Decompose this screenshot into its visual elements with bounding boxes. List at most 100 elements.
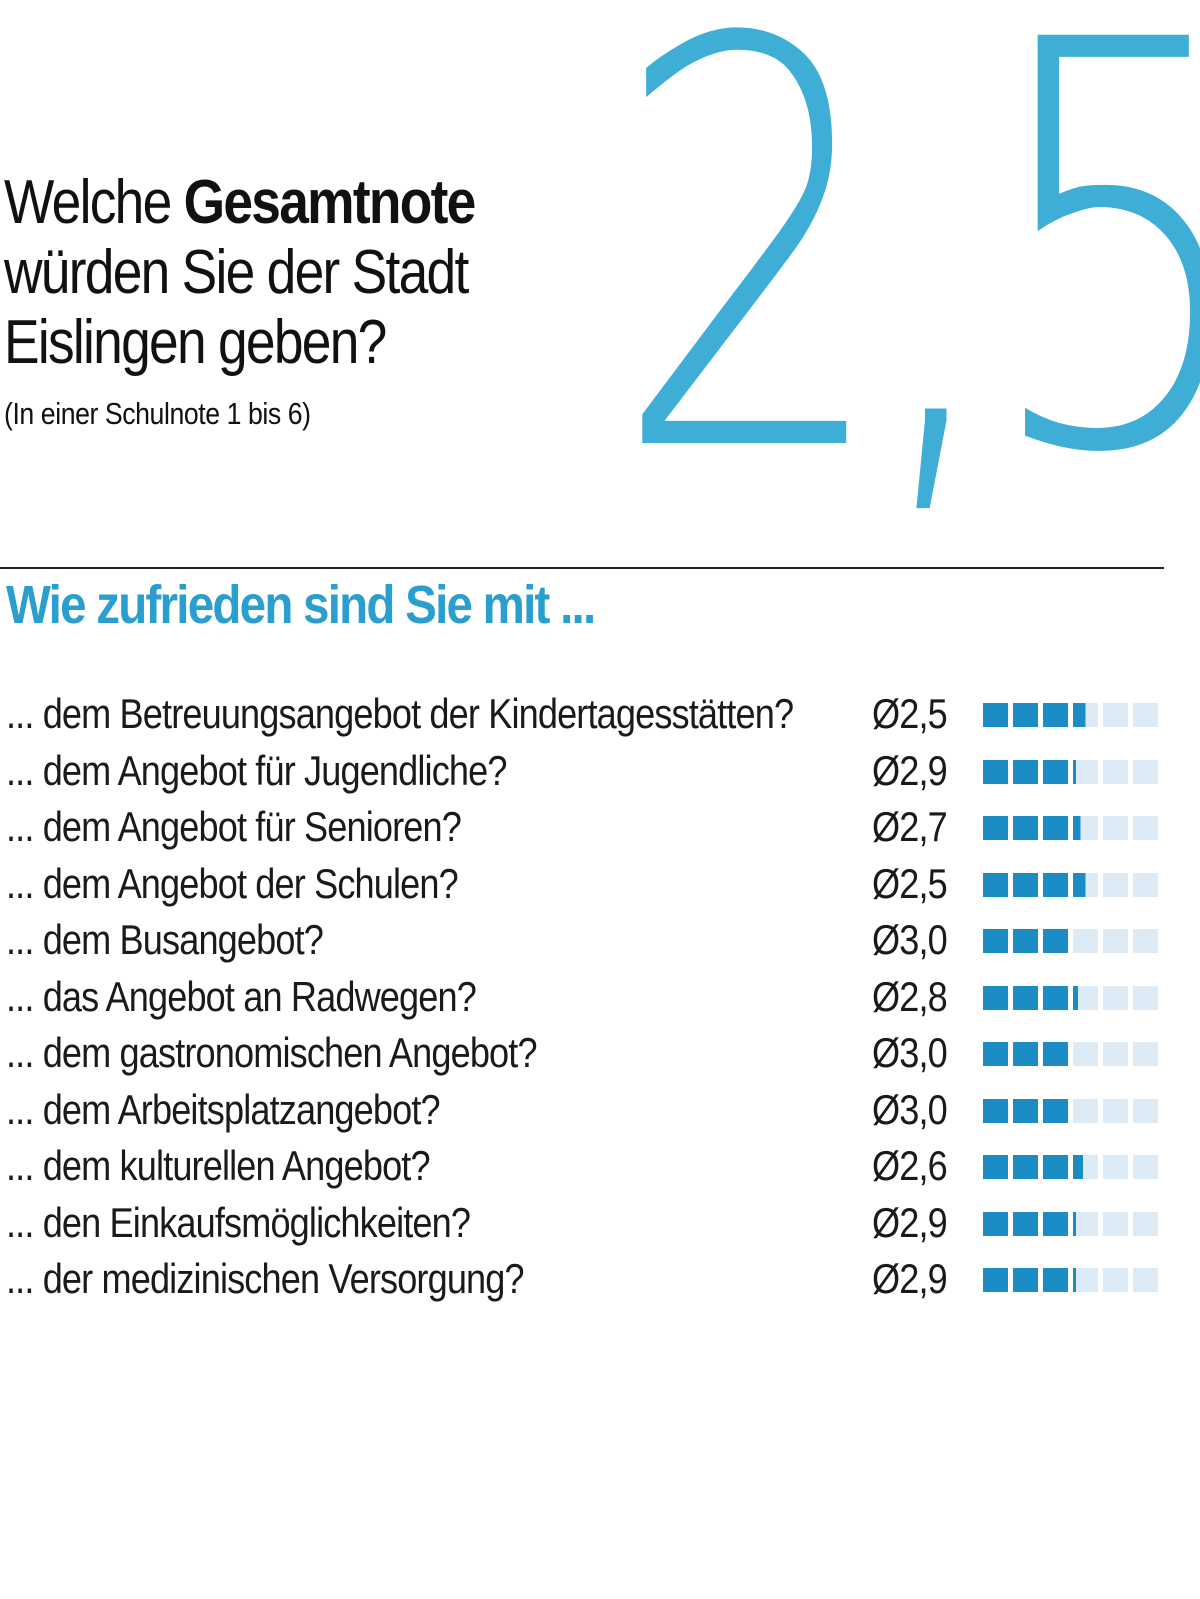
rating-row-label: ... dem Betreuungsangebot der Kindertage… — [6, 690, 794, 737]
rating-bar — [983, 929, 1158, 953]
bar-segment-empty — [1073, 1042, 1098, 1066]
bar-segment-filled — [1013, 759, 1038, 784]
question-line-2: würden Sie der Stadt — [4, 238, 469, 307]
bar-segment-filled — [1043, 985, 1068, 1010]
rating-row-value: Ø2,7 — [872, 803, 948, 850]
rating-row: ... den Einkaufsmöglichkeiten? Ø2,9 — [0, 1195, 1200, 1252]
bar-segment-empty — [1073, 1211, 1098, 1236]
bar-segment-empty — [1133, 985, 1158, 1010]
bar-segment-filled — [983, 1098, 1008, 1123]
question-line-1-normal: Welche — [4, 168, 184, 237]
rating-list: ... dem Betreuungsangebot der Kindertage… — [0, 686, 1200, 1308]
bar-segment-empty — [1073, 759, 1098, 784]
bar-segment-empty — [1103, 985, 1128, 1010]
bar-segment-filled — [1013, 703, 1038, 727]
bar-segment-empty — [1133, 872, 1158, 897]
rating-row: ... dem Angebot für Jugendliche? Ø2,9 — [0, 743, 1200, 800]
bar-segment-filled — [1013, 1268, 1038, 1292]
bar-segment-filled — [983, 1155, 1008, 1179]
rating-row: ... das Angebot an Radwegen? Ø2,8 — [0, 969, 1200, 1026]
bar-segment-empty — [1133, 1211, 1158, 1236]
bar-segment-filled — [983, 985, 1008, 1010]
bar-segment-filled — [1043, 816, 1068, 840]
overall-grade: 2,5 — [612, 0, 1200, 576]
bar-segment-filled — [1073, 872, 1086, 897]
rating-row-label: ... dem Busangebot? — [6, 916, 324, 963]
bar-segment-filled — [1013, 1098, 1038, 1123]
rating-row-label: ... dem Angebot für Senioren? — [6, 803, 462, 850]
question-heading: Welche Gesamtnote würden Sie der Stadt E… — [4, 168, 520, 378]
bar-segment-filled — [1043, 1042, 1068, 1066]
rating-bar — [983, 1268, 1158, 1292]
bar-segment-filled — [1043, 929, 1068, 953]
rating-bar — [983, 759, 1158, 784]
bar-segment-filled — [983, 872, 1008, 897]
bar-segment-empty — [1103, 929, 1128, 953]
bar-segment-filled — [983, 1268, 1008, 1292]
rating-row-value: Ø2,9 — [872, 746, 948, 794]
bar-segment-filled — [1073, 985, 1078, 1010]
bar-segment-empty — [1103, 1155, 1128, 1179]
rating-row: ... dem kulturellen Angebot? Ø2,6 — [0, 1138, 1200, 1195]
bar-segment-filled — [983, 816, 1008, 840]
rating-row-label: ... dem kulturellen Angebot? — [6, 1142, 431, 1189]
rating-row-value: Ø3,0 — [872, 1029, 948, 1076]
bar-segment-empty — [1103, 1268, 1128, 1292]
rating-row-value: Ø2,5 — [872, 859, 948, 907]
bar-segment-empty — [1103, 759, 1128, 784]
bar-segment-filled — [983, 703, 1008, 727]
bar-segment-filled — [1013, 985, 1038, 1010]
bar-segment-empty — [1073, 929, 1098, 953]
rating-row-value: Ø2,5 — [872, 690, 948, 737]
bar-segment-filled — [1013, 1042, 1038, 1066]
rating-row: ... dem Betreuungsangebot der Kindertage… — [0, 686, 1200, 743]
question-subtitle: (In einer Schulnote 1 bis 6) — [4, 396, 311, 431]
bar-segment-filled — [1013, 929, 1038, 953]
rating-row: ... dem Angebot für Senioren? Ø2,7 — [0, 799, 1200, 856]
bar-segment-empty — [1133, 1098, 1158, 1123]
rating-row-value: Ø2,9 — [872, 1255, 948, 1302]
bar-segment-empty — [1133, 816, 1158, 840]
question-line-3: Eislingen geben? — [4, 308, 387, 377]
section-title: Wie zufrieden sind Sie mit ... — [6, 575, 596, 635]
bar-segment-filled — [1043, 1211, 1068, 1236]
rating-row-label: ... dem Arbeitsplatzangebot? — [6, 1085, 441, 1133]
bar-segment-filled — [1073, 1155, 1083, 1179]
bar-segment-empty — [1073, 1098, 1098, 1123]
bar-segment-empty — [1103, 703, 1128, 727]
rating-row-label: ... das Angebot an Radwegen? — [6, 972, 477, 1020]
bar-segment-filled — [1043, 1155, 1068, 1179]
bar-segment-empty — [1073, 1268, 1098, 1292]
bar-segment-empty — [1133, 1268, 1158, 1292]
rating-bar — [983, 1211, 1158, 1236]
bar-segment-filled — [1013, 1155, 1038, 1179]
bar-segment-empty — [1133, 1155, 1158, 1179]
rating-bar — [983, 703, 1158, 727]
rating-row: ... der medizinischen Versorgung? Ø2,9 — [0, 1251, 1200, 1308]
bar-segment-empty — [1103, 1042, 1128, 1066]
bar-segment-filled — [983, 1042, 1008, 1066]
rating-row-label: ... den Einkaufsmöglichkeiten? — [6, 1198, 471, 1246]
bar-segment-filled — [1043, 1098, 1068, 1123]
rating-bar — [983, 816, 1158, 840]
question-line-1-bold: Gesamtnote — [183, 168, 477, 237]
rating-row: ... dem Angebot der Schulen? Ø2,5 — [0, 856, 1200, 913]
bar-segment-filled — [1013, 816, 1038, 840]
rating-row-value: Ø3,0 — [872, 916, 948, 963]
rating-row-value: Ø3,0 — [872, 1085, 948, 1133]
bar-segment-empty — [1133, 929, 1158, 953]
bar-segment-filled — [1073, 1268, 1076, 1292]
rating-row: ... dem Busangebot? Ø3,0 — [0, 912, 1200, 969]
bar-segment-empty — [1103, 816, 1128, 840]
rating-row-label: ... dem Angebot der Schulen? — [6, 859, 459, 907]
bar-segment-filled — [983, 759, 1008, 784]
bar-segment-filled — [1073, 759, 1076, 784]
bar-segment-empty — [1133, 703, 1158, 727]
bar-segment-filled — [1073, 703, 1086, 727]
rating-row: ... dem Arbeitsplatzangebot? Ø3,0 — [0, 1082, 1200, 1139]
bar-segment-filled — [1073, 1211, 1076, 1236]
bar-segment-empty — [1133, 759, 1158, 784]
rating-row: ... dem gastronomischen Angebot? Ø3,0 — [0, 1025, 1200, 1082]
rating-bar — [983, 1098, 1158, 1123]
bar-segment-filled — [1043, 1268, 1068, 1292]
